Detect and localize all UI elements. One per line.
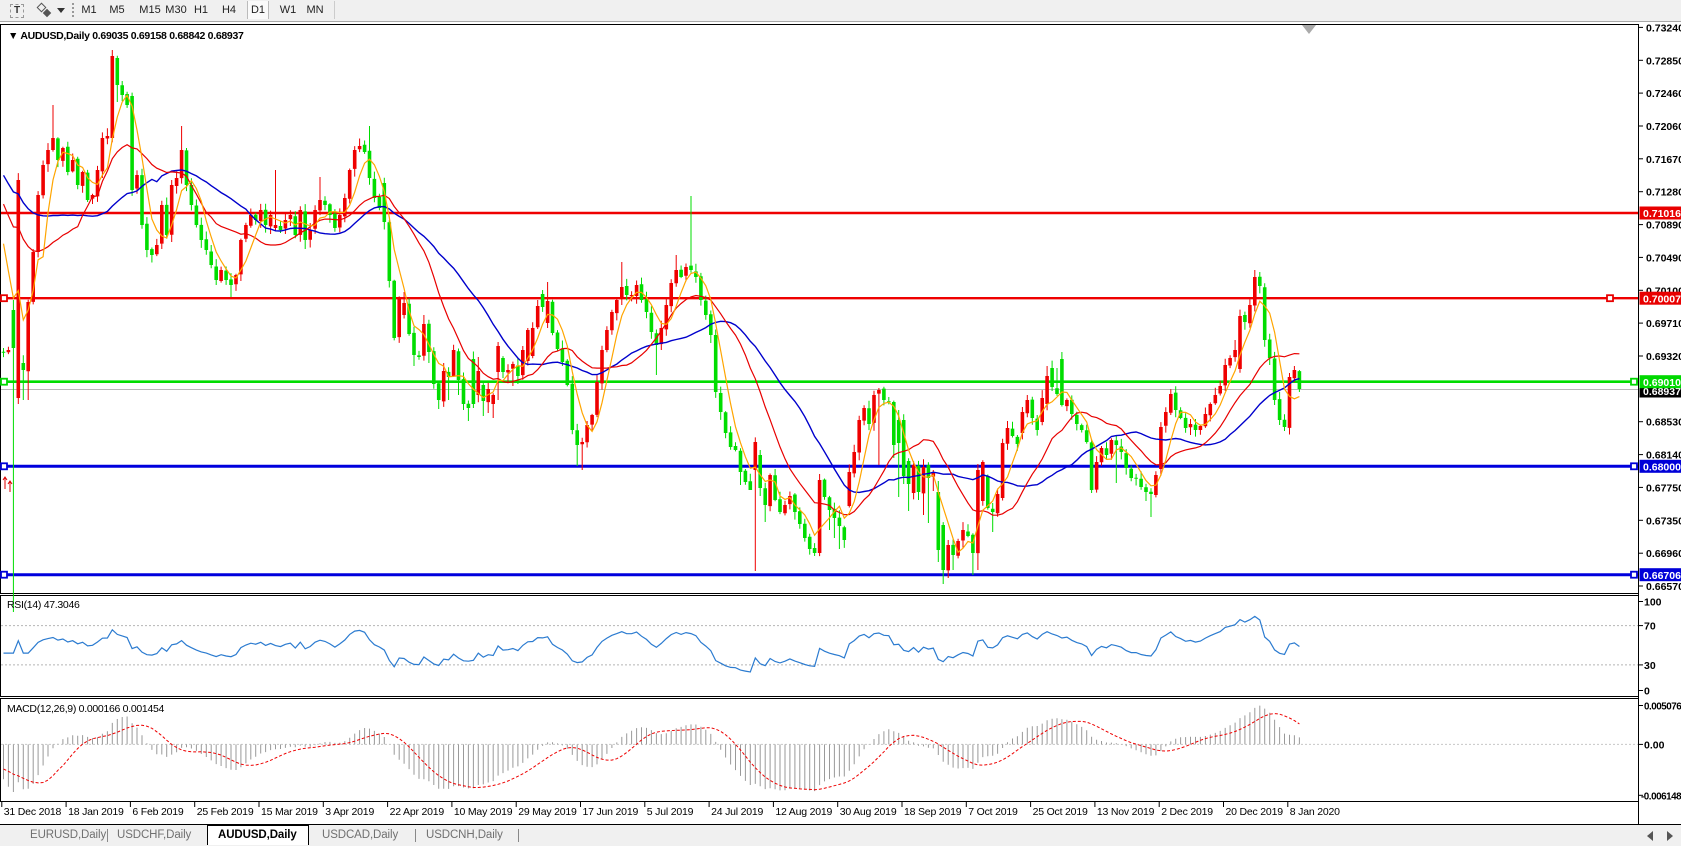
svg-text:3 Apr 2019: 3 Apr 2019 [325,806,374,818]
svg-text:22 Apr 2019: 22 Apr 2019 [390,806,445,818]
svg-text:7 Oct 2019: 7 Oct 2019 [968,806,1018,818]
svg-text:0.71016: 0.71016 [1643,208,1681,220]
svg-text:20 Dec 2019: 20 Dec 2019 [1226,806,1284,818]
svg-text:0.71670: 0.71670 [1646,154,1681,166]
svg-text:70: 70 [1644,621,1656,633]
svg-text:0.70490: 0.70490 [1646,252,1681,264]
svg-text:0.70007: 0.70007 [1643,293,1681,305]
svg-text:0.71280: 0.71280 [1646,187,1681,199]
svg-text:25 Feb 2019: 25 Feb 2019 [197,806,254,818]
svg-text:0.67750: 0.67750 [1646,482,1681,494]
svg-text:30: 30 [1644,660,1656,672]
svg-text:0.72060: 0.72060 [1646,121,1681,133]
svg-text:24 Jul 2019: 24 Jul 2019 [711,806,763,818]
svg-text:29 May 2019: 29 May 2019 [518,806,577,818]
svg-text:▼ AUDUSD,Daily 0.69035 0.6915: ▼ AUDUSD,Daily 0.69035 0.69158 0.68842 0… [8,30,244,42]
svg-text:0.66960: 0.66960 [1646,548,1681,560]
svg-text:0.005076: 0.005076 [1644,702,1681,713]
svg-text:8 Jan 2020: 8 Jan 2020 [1290,806,1340,818]
svg-text:MACD(12,26,9) 0.000166 0.00145: MACD(12,26,9) 0.000166 0.001454 [7,703,165,715]
svg-text:0.69710: 0.69710 [1646,318,1681,330]
svg-text:0.73240: 0.73240 [1646,22,1681,34]
svg-text:0.67350: 0.67350 [1646,515,1681,527]
svg-text:15 Mar 2019: 15 Mar 2019 [261,806,318,818]
svg-text:2 Dec 2019: 2 Dec 2019 [1161,806,1213,818]
svg-text:0.66570: 0.66570 [1646,581,1681,593]
svg-text:31 Dec 2018: 31 Dec 2018 [4,806,62,818]
svg-text:0: 0 [1644,686,1650,698]
svg-text:RSI(14) 47.3046: RSI(14) 47.3046 [7,599,80,611]
svg-text:25 Oct 2019: 25 Oct 2019 [1033,806,1088,818]
svg-text:0.00: 0.00 [1644,739,1665,751]
svg-text:18 Sep 2019: 18 Sep 2019 [904,806,962,818]
svg-text:0.69010: 0.69010 [1643,377,1681,389]
svg-text:-0.006148: -0.006148 [1641,791,1681,802]
svg-text:10 May 2019: 10 May 2019 [454,806,513,818]
svg-text:18 Jan 2019: 18 Jan 2019 [68,806,124,818]
svg-text:0.70890: 0.70890 [1646,220,1681,232]
svg-text:17 Jun 2019: 17 Jun 2019 [583,806,639,818]
svg-text:0.72850: 0.72850 [1646,55,1681,67]
svg-text:100: 100 [1644,597,1662,609]
svg-text:30 Aug 2019: 30 Aug 2019 [840,806,897,818]
svg-text:12 Aug 2019: 12 Aug 2019 [775,806,832,818]
svg-text:5 Jul 2019: 5 Jul 2019 [647,806,694,818]
svg-text:0.68000: 0.68000 [1643,462,1681,474]
svg-text:0.72460: 0.72460 [1646,88,1681,100]
svg-text:0.68937: 0.68937 [1643,386,1681,398]
svg-text:6 Feb 2019: 6 Feb 2019 [132,806,183,818]
svg-text:0.68140: 0.68140 [1646,450,1681,462]
svg-text:0.68530: 0.68530 [1646,417,1681,429]
svg-text:0.66706: 0.66706 [1643,570,1681,582]
svg-text:0.69320: 0.69320 [1646,351,1681,363]
svg-text:13 Nov 2019: 13 Nov 2019 [1097,806,1155,818]
